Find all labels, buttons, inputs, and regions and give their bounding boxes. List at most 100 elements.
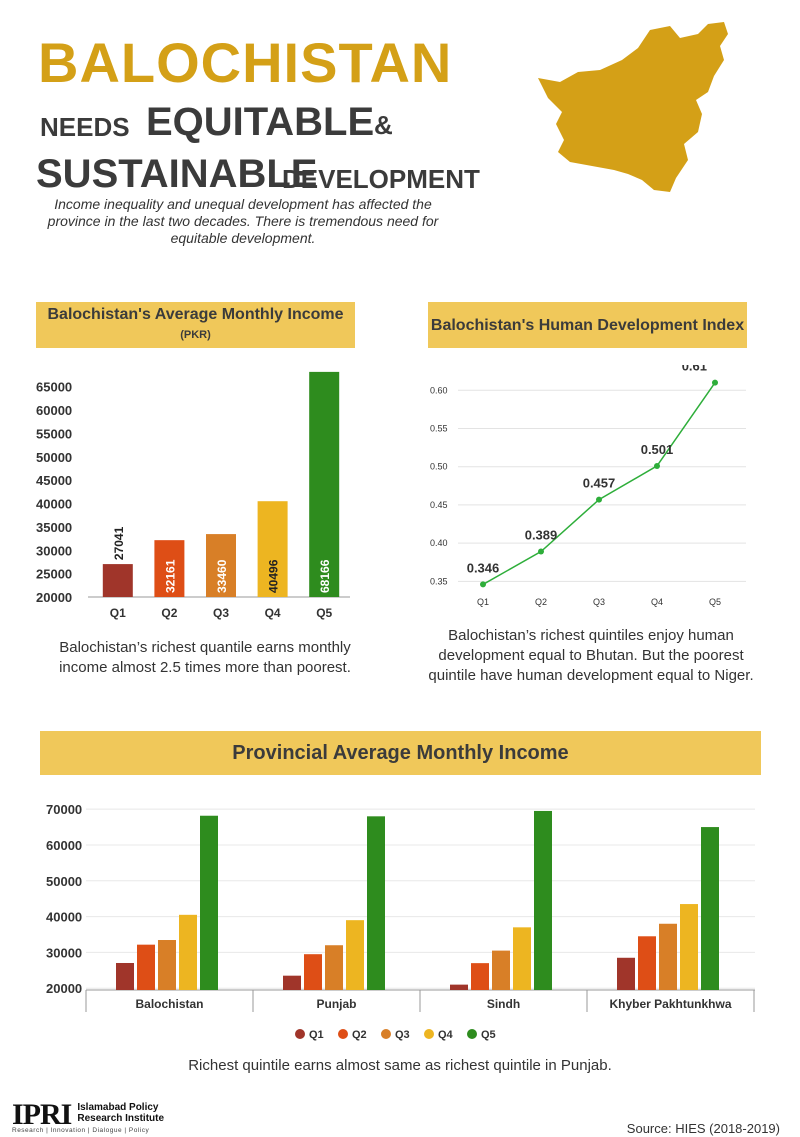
x-tick-label: Balochistan [135, 997, 203, 1011]
hdi-chart-title: Balochistan's Human Development Index [430, 316, 745, 334]
bar-balochistan-q3 [158, 940, 176, 990]
data-label: 68166 [318, 559, 332, 593]
x-tick-label: Khyber Pakhtunkhwa [609, 997, 731, 1011]
bar-q1 [102, 564, 133, 597]
bar-q2 [154, 540, 185, 597]
hdi-chart-caption: Balochistan’s richest quintiles enjoy hu… [428, 627, 754, 684]
bar-sindh-q5 [534, 810, 552, 990]
bar-punjab-q4 [346, 920, 364, 990]
y-tick-label: 55000 [36, 426, 72, 441]
data-point [596, 496, 602, 503]
legend-swatch-q4 [424, 1029, 434, 1039]
data-label: 0.389 [525, 528, 558, 543]
y-tick-label: 0.55 [430, 424, 448, 434]
legend-label: Q4 [438, 1029, 454, 1041]
legend-swatch-q1 [295, 1029, 305, 1039]
bar-q5 [309, 371, 340, 597]
bar-balochistan-q1 [116, 962, 134, 990]
title-ampersand: & [374, 110, 393, 140]
title-needs: NEEDS [40, 112, 130, 142]
x-tick-label: Q1 [110, 606, 126, 620]
bar-punjab-q3 [325, 945, 343, 990]
data-label: 0.61 [682, 365, 707, 374]
legend-swatch-q5 [467, 1029, 477, 1039]
y-tick-label: 35000 [36, 520, 72, 535]
income-bar-chart: 65000 60000 55000 50000 45000 40000 35000 30000… [36, 371, 350, 620]
bar-khyber-pakhtunkhwa-q3 [659, 923, 677, 990]
provincial-chart-header: Provincial Average Monthly Income [40, 731, 761, 775]
ipri-logo: IPRI Islamabad Policy Research Institute [12, 1098, 164, 1132]
x-tick-label: Q3 [213, 606, 229, 620]
y-tick-label: 30000 [36, 543, 72, 558]
y-tick-label: 40000 [46, 910, 82, 925]
title-development: DEVELOPMENT [282, 164, 480, 194]
legend-label: Q2 [352, 1029, 367, 1041]
legend-label: Q5 [481, 1029, 496, 1041]
data-label: 40496 [267, 559, 281, 593]
x-tick-label: Q2 [535, 597, 547, 607]
legend-label: Q3 [395, 1029, 410, 1041]
bar-sindh-q3 [492, 950, 510, 990]
source-note: Source: HIES (2018-2019) [626, 1121, 780, 1136]
legend-swatch-q3 [381, 1029, 391, 1039]
data-label: 0.346 [467, 560, 500, 575]
y-tick-label: 0.40 [430, 538, 448, 548]
data-point [538, 548, 544, 555]
provincial-bar-chart: 70000 60000 50000 40000 30000 20000 Balochista… [46, 802, 755, 1041]
y-tick-label: 25000 [36, 567, 72, 582]
bar-punjab-q5 [367, 816, 385, 990]
data-label: 0.457 [583, 476, 616, 491]
legend-swatch-q2 [338, 1029, 348, 1039]
y-tick-label: 60000 [36, 403, 72, 418]
x-tick-label: Q4 [651, 597, 663, 607]
income-chart-title: Balochistan's Average Monthly Income [47, 306, 344, 323]
x-tick-label: Punjab [316, 997, 356, 1011]
org-tagline: Research | Innovation | Dialogue | Polic… [12, 1127, 150, 1134]
bar-sindh-q1 [450, 984, 468, 990]
bar-punjab-q1 [283, 975, 301, 990]
hdi-chart-header: Balochistan's Human Development Index [428, 302, 747, 348]
x-tick-label: Q4 [265, 606, 281, 620]
x-tick-label: Q2 [161, 606, 177, 620]
title-equitable: EQUITABLE [146, 100, 375, 144]
bar-q4 [257, 501, 288, 597]
bar-khyber-pakhtunkhwa-q1 [617, 957, 635, 990]
bar-punjab-q2 [304, 954, 322, 990]
y-tick-label: 20000 [46, 981, 82, 996]
data-label: 27041 [112, 526, 126, 560]
data-point [654, 462, 660, 469]
bar-khyber-pakhtunkhwa-q2 [638, 936, 656, 990]
main-title: BALOCHISTAN [38, 31, 453, 94]
bar-balochistan-q4 [179, 914, 197, 990]
bar-sindh-q4 [513, 927, 531, 990]
x-tick-label: Q5 [709, 597, 721, 607]
balochistan-map-icon [538, 22, 728, 192]
ipri-logo-text: IPRI [12, 1098, 72, 1131]
y-tick-label: 50000 [36, 450, 72, 465]
org-name-line1: Islamabad Policy [77, 1102, 159, 1113]
bar-q3 [206, 534, 236, 597]
provincial-chart-caption: Richest quintile earns almost same as ri… [188, 1057, 612, 1074]
y-tick-label: 65000 [36, 380, 72, 395]
data-point [480, 581, 486, 588]
org-name-line2: Research Institute [77, 1113, 165, 1124]
income-chart-caption: Balochistan’s richest quantile earns mon… [59, 639, 351, 676]
y-tick-label: 60000 [46, 838, 82, 853]
income-chart-header: Balochistan's Average Monthly Income (PK… [36, 302, 355, 348]
y-tick-label: 0.35 [430, 576, 448, 586]
y-tick-label: 0.50 [430, 462, 448, 472]
y-tick-label: 40000 [36, 497, 72, 512]
data-label: 33460 [215, 559, 229, 593]
y-tick-label: 0.60 [430, 385, 448, 395]
y-tick-label: 50000 [46, 874, 82, 889]
x-tick-label: Q3 [593, 597, 605, 607]
data-label: 32161 [163, 559, 177, 593]
y-tick-label: 30000 [46, 945, 82, 960]
x-tick-label: Q5 [316, 606, 332, 620]
title-sustainable: SUSTAINABLE [36, 152, 318, 196]
x-tick-label: Q1 [477, 597, 489, 607]
data-point [712, 379, 718, 386]
data-label: 0.501 [641, 442, 674, 457]
y-tick-label: 45000 [36, 473, 72, 488]
hdi-line-chart: 0.60 0.55 0.50 0.45 0.40 0.35 0.346 Q1 0.389 Q2 0.… [430, 365, 746, 607]
